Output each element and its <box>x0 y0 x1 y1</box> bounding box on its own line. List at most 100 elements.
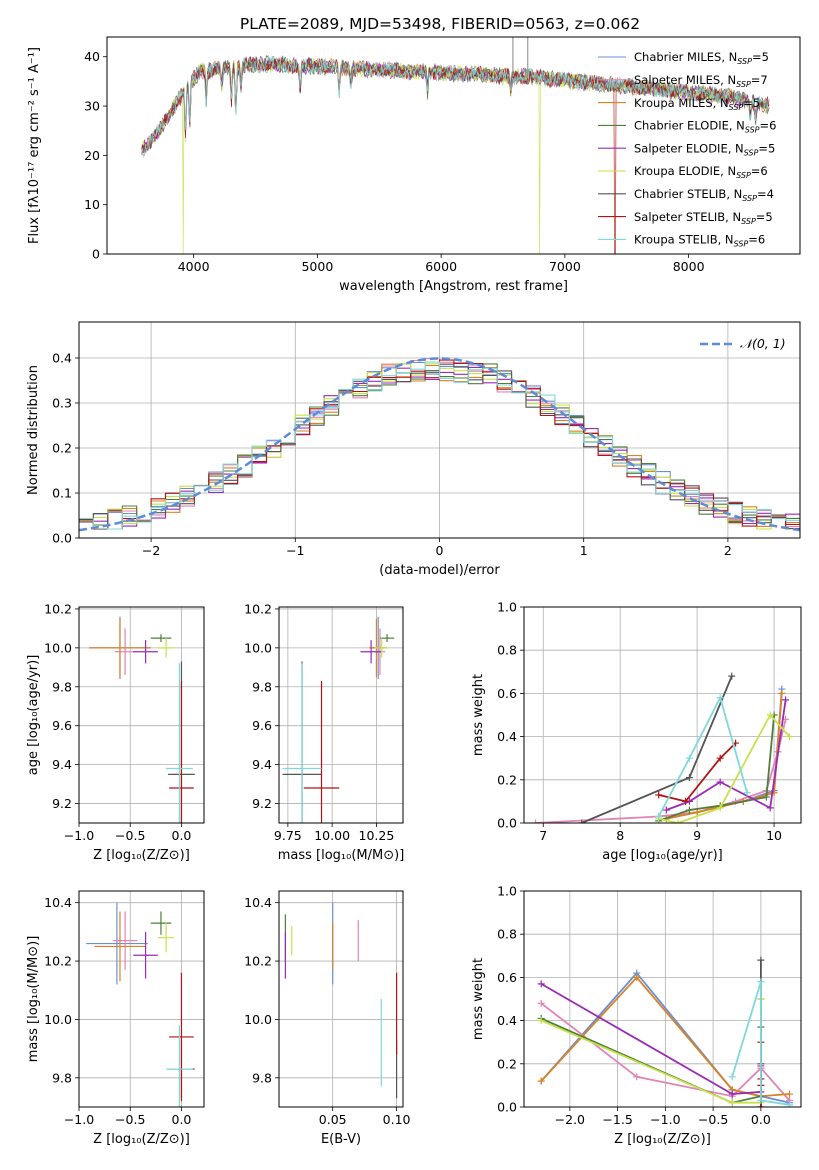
legend-ssp-count: =5 <box>758 141 775 155</box>
y-axis-label: Flux [fλ10⁻¹⁷ erg cm⁻² s⁻¹ A⁻¹] <box>27 47 42 244</box>
x-axis-label: Z [log₁₀(Z/Z⊙)] <box>93 1132 190 1147</box>
y-tick-label: 10.4 <box>44 895 72 910</box>
plot-frame <box>78 321 801 539</box>
legend-subscript: SSP <box>737 57 752 66</box>
weight-point <box>685 774 693 782</box>
legend-entry: Chabrier MILES, NSSP=5 <box>634 50 769 66</box>
legend-entry-text: Salpeter ELODIE, N <box>634 141 744 155</box>
plot-area <box>537 956 794 1107</box>
x-tick-label: 2 <box>724 543 732 558</box>
plot-frame <box>278 606 404 824</box>
y-tick-label: 10.0 <box>44 1012 72 1027</box>
weight-point <box>728 1099 736 1107</box>
plot-area <box>86 902 195 1107</box>
y-tick-label: 10.2 <box>44 954 72 969</box>
weight-point <box>786 1090 794 1098</box>
weight-point <box>757 978 765 986</box>
weight-point <box>757 956 765 964</box>
spectrum-panel: 4000 5000 6000 7000 8000 0 10 20 30 40 wavelength … <box>27 36 801 294</box>
y-tick-label: 0.2 <box>52 441 72 456</box>
y-tick-label: 1.0 <box>497 884 517 899</box>
y-tick-label: 30 <box>84 99 100 114</box>
x-tick-label: 8000 <box>673 259 705 274</box>
x-tick-label: 9.75 <box>274 828 302 843</box>
y-tick-label: 0.0 <box>497 816 517 831</box>
weight-point <box>633 1073 641 1081</box>
legend-ssp-count: =6 <box>751 164 768 178</box>
spectrum-series <box>141 56 770 254</box>
y-tick-label: 10 <box>84 197 100 212</box>
y-tick-label: 0.6 <box>497 686 517 701</box>
x-tick-label: 10.00 <box>314 828 350 843</box>
x-tick-label: 0 <box>436 543 444 558</box>
y-tick-label: 0.4 <box>497 1013 517 1028</box>
y-tick-label: 0.3 <box>52 396 72 411</box>
y-tick-label: 10.2 <box>244 601 272 616</box>
legend-subscript: SSP <box>742 194 757 203</box>
legend-subscript: SSP <box>736 80 751 89</box>
ticks: −1.0 −0.5 0.0 9.8 10.0 10.2 10.4 <box>44 895 191 1127</box>
legend-entry-text: Chabrier MILES, N <box>634 50 737 64</box>
legend-subscript: SSP <box>745 126 760 135</box>
x-tick-label: 7 <box>539 828 547 843</box>
weight-point <box>782 696 790 704</box>
ticks: −2.0 −1.5 −1.0 −0.5 0.0 0.0 0.2 0.4 0.6 0.8 1.0 <box>497 884 771 1128</box>
weight-vs-metallicity-panel: −2.0 −1.5 −1.0 −0.5 0.0 0.0 0.2 0.4 0.6 0.8 1.0 Z [… <box>471 884 802 1147</box>
y-tick-label: 10.4 <box>244 895 272 910</box>
y-tick-label: 9.8 <box>252 679 272 694</box>
weight-point <box>716 694 724 702</box>
y-tick-label: 0 <box>92 247 100 262</box>
plot-area <box>79 357 800 532</box>
weight-series <box>731 981 790 1106</box>
x-tick-label: −2.0 <box>555 1112 585 1127</box>
legend-ssp-count: =6 <box>760 119 777 133</box>
y-tick-label: 10.2 <box>244 954 272 969</box>
legend-entry: Kroupa ELODIE, NSSP=6 <box>634 164 768 180</box>
legend-subscript: SSP <box>736 171 751 180</box>
legend-entry-text: Kroupa STELIB, N <box>634 233 734 247</box>
legend-ssp-count: =7 <box>751 73 768 87</box>
y-tick-label: 0.2 <box>497 772 517 787</box>
weight-point <box>537 999 545 1007</box>
y-tick-label: 0.2 <box>497 1056 517 1071</box>
x-tick-label: 5000 <box>301 259 333 274</box>
weight-point <box>762 793 770 801</box>
histogram-series <box>79 359 800 530</box>
weight-point <box>778 689 786 697</box>
weight-vs-age-panel: 7 8 9 10 0.0 0.2 0.4 0.6 0.8 1.0 age [log₁₀(age/yr… <box>471 600 802 863</box>
x-tick-label: 0.0 <box>172 828 192 843</box>
x-tick-label: 10 <box>766 828 782 843</box>
y-tick-label: 9.4 <box>52 757 72 772</box>
x-axis-label: E(B-V) <box>321 1132 361 1147</box>
y-tick-label: 9.8 <box>252 1070 272 1085</box>
y-tick-label: 9.8 <box>52 1070 72 1085</box>
x-tick-label: 0.10 <box>383 1112 411 1127</box>
y-tick-label: 0.4 <box>52 351 72 366</box>
plot-area <box>284 902 398 1099</box>
x-tick-label: 1 <box>580 543 588 558</box>
plot-frame <box>278 890 404 1108</box>
ticks: 0.05 0.10 9.8 10.0 10.2 10.4 <box>244 895 410 1127</box>
x-tick-label: 4000 <box>178 259 210 274</box>
y-tick-label: 10.0 <box>244 640 272 655</box>
x-tick-label: 10.25 <box>359 828 395 843</box>
plot-area <box>282 616 395 823</box>
y-axis-label: Normed distribution <box>26 365 41 495</box>
y-tick-label: 40 <box>84 49 100 64</box>
y-tick-label: 0.0 <box>52 531 72 546</box>
weight-point <box>716 778 724 786</box>
weight-point <box>728 672 736 680</box>
legend-ssp-count: =6 <box>748 233 765 247</box>
y-tick-label: 0.8 <box>497 643 517 658</box>
spectrum-series <box>141 56 770 159</box>
x-tick-label: −1.0 <box>64 828 94 843</box>
residuals-panel: −2 −1 0 1 2 0.0 0.1 0.2 0.3 0.4 (data-model)/error… <box>26 321 801 578</box>
legend-entry: Kroupa STELIB, NSSP=6 <box>634 233 765 249</box>
legend-entry: Kroupa MILES, NSSP=5 <box>634 96 760 112</box>
histogram-series <box>79 361 800 530</box>
weight-point <box>655 813 663 821</box>
legend-entry-text: Chabrier ELODIE, N <box>634 119 745 133</box>
weight-point <box>537 1017 545 1025</box>
x-tick-label: 0.05 <box>319 1112 347 1127</box>
y-axis-label: mass weight <box>471 674 486 756</box>
